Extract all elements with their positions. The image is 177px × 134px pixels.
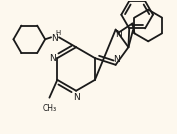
Text: H: H xyxy=(55,30,61,36)
Text: N: N xyxy=(73,93,79,102)
Text: N: N xyxy=(49,54,56,63)
Text: N: N xyxy=(113,55,120,64)
Text: CH₃: CH₃ xyxy=(42,104,56,113)
Text: N: N xyxy=(115,30,122,39)
Text: N: N xyxy=(51,34,57,43)
